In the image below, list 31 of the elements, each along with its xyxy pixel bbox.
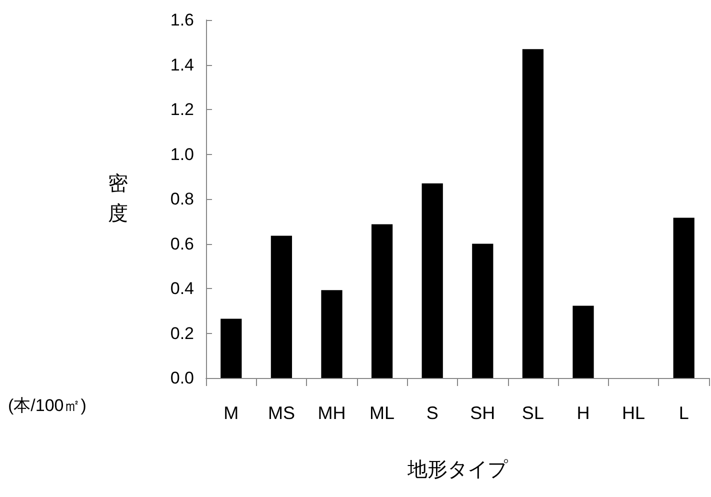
bar (270, 236, 292, 378)
bar (572, 306, 594, 378)
y-tick-label: 0.6 (170, 234, 194, 254)
y-tick-label: 0.8 (170, 190, 194, 208)
x-tick-label: MS (268, 403, 295, 423)
y-tick-label: 1.0 (170, 144, 194, 164)
bar (371, 224, 393, 378)
x-tick-label: HL (622, 403, 646, 423)
y-tick-label: 0.2 (170, 324, 194, 343)
x-tick-label: L (678, 403, 689, 423)
y-tick-label: 1.2 (170, 100, 194, 119)
x-tick-label: M (224, 403, 239, 423)
bar (220, 318, 242, 378)
x-tick-label: SH (470, 403, 496, 423)
bar (673, 218, 694, 378)
y-tick-label: 0.0 (170, 368, 194, 388)
bar (522, 49, 544, 378)
x-tick-label: MH (318, 403, 346, 423)
x-axis-title: 地形タイプ (406, 459, 508, 481)
x-tick-label: S (426, 403, 438, 423)
bar (321, 290, 342, 378)
y-tick-label: 1.4 (170, 55, 194, 74)
x-tick-label: SL (522, 403, 544, 423)
bar (422, 183, 443, 378)
text: (本/100㎡) (8, 396, 86, 415)
y-tick-label: 1.6 (170, 10, 194, 30)
bar (472, 244, 494, 378)
y-tick-label: 0.4 (170, 279, 194, 298)
x-tick-label: ML (370, 403, 395, 423)
y-axis-title: 密度 (108, 173, 128, 225)
x-tick-label: H (576, 403, 590, 423)
